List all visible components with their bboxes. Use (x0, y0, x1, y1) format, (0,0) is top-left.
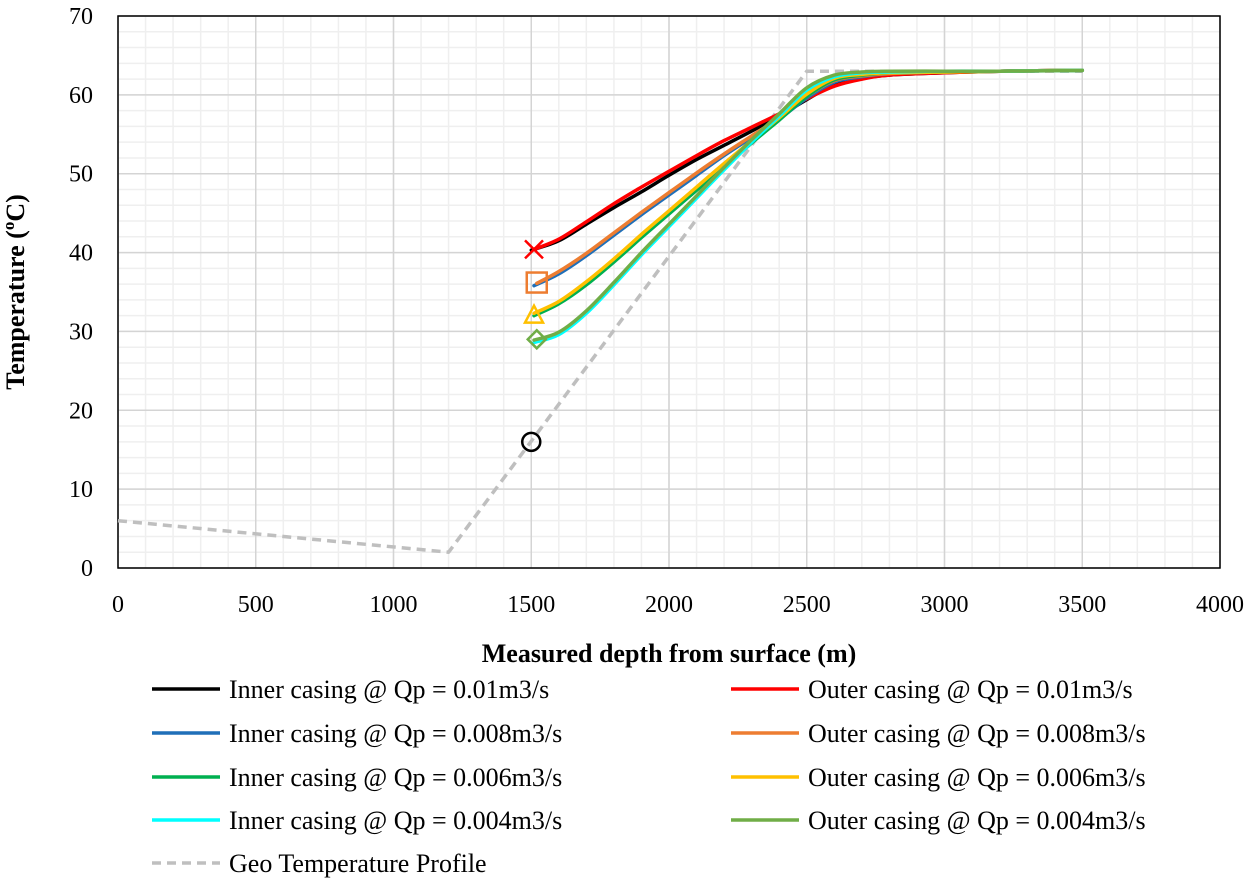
marker-x (524, 239, 544, 260)
y-tick-label: 50 (69, 162, 93, 188)
plot-area-border (117, 15, 1221, 569)
legend: Inner casing @ Qp = 0.01m3/s Inner casing… (152, 675, 1146, 878)
legend-label: Inner casing @ Qp = 0.01m3/s (229, 675, 549, 704)
y-tick-label: 10 (69, 477, 93, 503)
x-tick-label: 3000 (921, 592, 969, 618)
y-tick-label: 40 (69, 241, 93, 267)
x-axis-ticks: 0 500 1000 1500 2000 2500 3000 3500 4000 (112, 592, 1244, 618)
marker-triangle (522, 302, 546, 324)
x-tick-label: 0 (112, 592, 124, 618)
series-line (117, 69, 1083, 554)
legend-label: Outer casing @ Qp = 0.008m3/s (808, 719, 1146, 748)
y-axis-ticks: 0 10 20 30 40 50 60 70 (69, 4, 93, 582)
y-tick-label: 70 (69, 4, 93, 30)
y-tick-label: 60 (69, 83, 93, 109)
x-tick-label: 4000 (1196, 592, 1244, 618)
series-lines (117, 68, 1085, 554)
x-tick-label: 2500 (783, 592, 831, 618)
series-line (532, 68, 1085, 342)
series-line (535, 68, 1085, 286)
x-tick-label: 1500 (507, 592, 555, 618)
legend-label: Inner casing @ Qp = 0.008m3/s (229, 719, 562, 748)
legend-label: Outer casing @ Qp = 0.006m3/s (808, 763, 1146, 792)
x-tick-label: 500 (238, 592, 274, 618)
x-tick-label: 1000 (370, 592, 418, 618)
marker-diamond (525, 328, 548, 351)
legend-label: Outer casing @ Qp = 0.004m3/s (808, 806, 1146, 835)
y-axis-title: Temperature (oC) (0, 194, 30, 390)
legend-label: Outer casing @ Qp = 0.01m3/s (808, 675, 1133, 704)
x-tick-label: 3500 (1058, 592, 1106, 618)
legend-label: Geo Temperature Profile (229, 849, 487, 878)
data-markers (521, 239, 549, 453)
y-tick-label: 0 (81, 556, 93, 582)
x-axis-title: Measured depth from surface (m) (482, 639, 857, 668)
x-tick-label: 2000 (645, 592, 693, 618)
y-tick-label: 20 (69, 398, 93, 424)
legend-label: Inner casing @ Qp = 0.004m3/s (229, 806, 562, 835)
marker-square (525, 271, 549, 294)
legend-label: Inner casing @ Qp = 0.006m3/s (229, 763, 562, 792)
y-tick-label: 30 (69, 319, 93, 345)
marker-circle (521, 431, 542, 453)
